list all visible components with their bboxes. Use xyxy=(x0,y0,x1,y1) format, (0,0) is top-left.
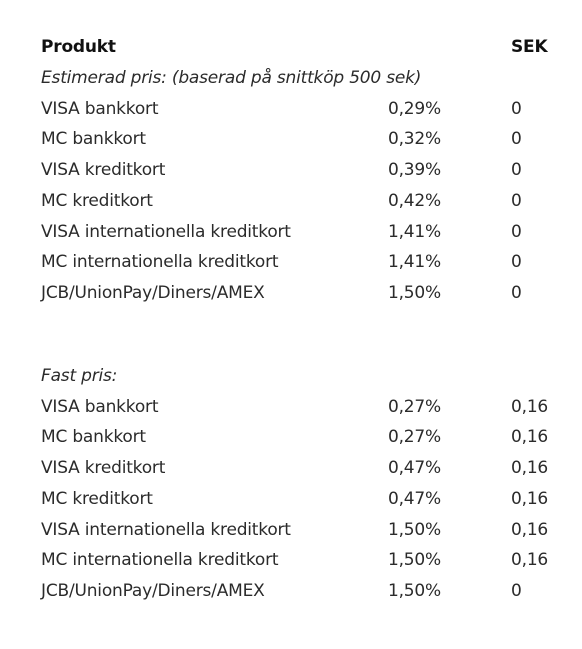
percent-fee: 0,47% xyxy=(387,488,441,509)
fixed-fee: 0 xyxy=(511,580,522,601)
percent-fee: 0,27% xyxy=(387,427,441,448)
percent-fee: 1,41% xyxy=(387,221,441,242)
fixed-fee: 0 xyxy=(511,221,522,242)
product-name: MC internationella kreditkort xyxy=(41,550,279,571)
product-name: VISA bankkort xyxy=(41,396,159,417)
product-name: MC bankkort xyxy=(41,427,146,448)
percent-fee: 1,50% xyxy=(387,282,441,303)
fixed-fee: 0 xyxy=(511,282,522,303)
fixed-fee: 0,16 xyxy=(511,519,549,540)
product-name: MC internationella kreditkort xyxy=(41,252,279,273)
fixed-fee: 0 xyxy=(511,252,522,273)
product-name: MC kreditkort xyxy=(41,190,153,211)
section-title: Estimerad pris: (baserad på snittköp 500… xyxy=(41,68,422,88)
product-name: VISA internationella kreditkort xyxy=(41,221,291,242)
fixed-fee: 0 xyxy=(511,129,522,150)
fixed-fee: 0 xyxy=(511,160,522,181)
product-name: VISA kreditkort xyxy=(41,458,166,479)
percent-fee: 0,47% xyxy=(387,458,441,479)
header-product: Produkt xyxy=(41,37,116,57)
fixed-fee: 0,16 xyxy=(511,427,549,448)
percent-fee: 1,50% xyxy=(387,580,441,601)
product-name: VISA internationella kreditkort xyxy=(41,519,291,540)
percent-fee: 0,27% xyxy=(387,396,441,417)
percent-fee: 1,41% xyxy=(387,252,441,273)
product-name: JCB/UnionPay/Diners/AMEX xyxy=(41,580,265,601)
fixed-fee: 0,16 xyxy=(511,396,549,417)
percent-fee: 0,39% xyxy=(387,160,441,181)
percent-fee: 0,42% xyxy=(387,190,441,211)
fixed-fee: 0,16 xyxy=(511,550,549,571)
fixed-fee: 0,16 xyxy=(511,458,549,479)
product-name: JCB/UnionPay/Diners/AMEX xyxy=(41,282,265,303)
percent-fee: 0,32% xyxy=(387,129,441,150)
product-name: MC kreditkort xyxy=(41,488,153,509)
product-name: VISA bankkort xyxy=(41,98,159,119)
fixed-fee: 0 xyxy=(511,98,522,119)
percent-fee: 1,50% xyxy=(387,550,441,571)
header-currency: SEK xyxy=(511,37,548,57)
product-name: MC bankkort xyxy=(41,129,146,150)
fixed-fee: 0,16 xyxy=(511,488,549,509)
percent-fee: 0,29% xyxy=(387,98,441,119)
section-title: Fast pris: xyxy=(41,366,118,386)
fixed-fee: 0 xyxy=(511,190,522,211)
percent-fee: 1,50% xyxy=(387,519,441,540)
product-name: VISA kreditkort xyxy=(41,160,166,181)
